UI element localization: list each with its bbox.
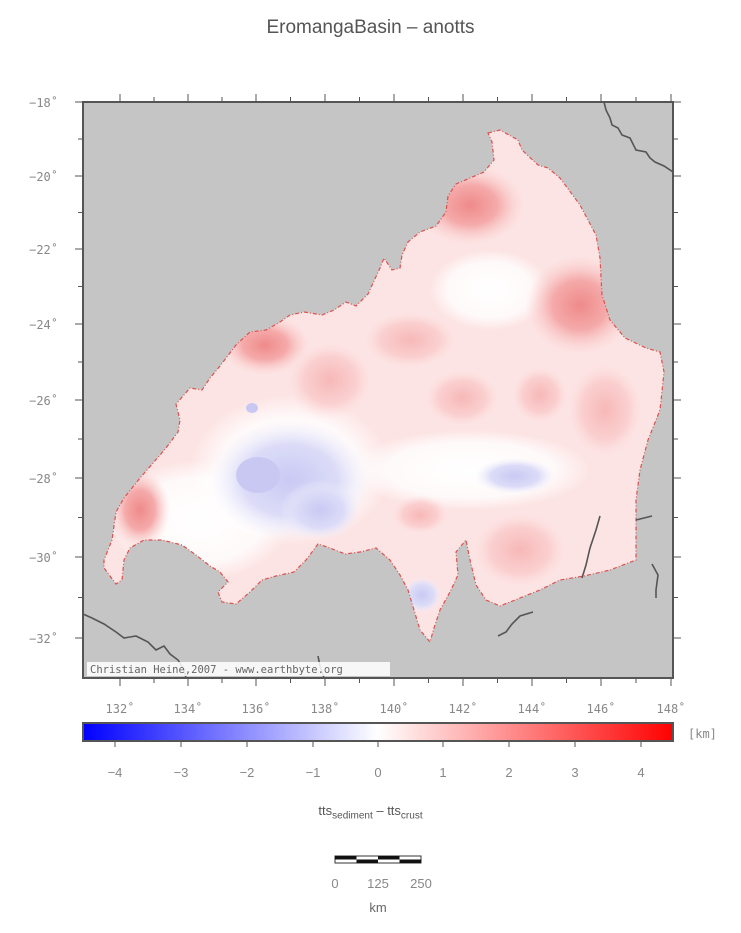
colorbar-label: 4 — [637, 765, 644, 780]
scale-label: 125 — [367, 876, 389, 891]
lat-label: −28˚ — [29, 471, 58, 486]
lat-label: −18˚ — [29, 95, 58, 110]
lon-label: 142˚ — [449, 701, 478, 716]
coastlines — [83, 102, 673, 678]
lon-label: 144˚ — [518, 701, 547, 716]
lat-label: −22˚ — [29, 242, 58, 257]
formula-term-b: tts — [387, 803, 401, 818]
frame-ticks — [75, 94, 681, 686]
scale-unit: km — [369, 900, 386, 915]
map-frame — [82, 101, 674, 679]
colorbar-label: −4 — [108, 765, 123, 780]
colorbar-label: 0 — [374, 765, 381, 780]
lat-label: −32˚ — [29, 631, 58, 646]
colorbar-unit: [km] — [688, 727, 717, 741]
colorbar-label: −3 — [174, 765, 189, 780]
latitude-labels: −18˚ −20˚ −22˚ −24˚ −26˚ −28˚ −30˚ −32˚ — [29, 95, 58, 646]
colorbar-label: 3 — [571, 765, 578, 780]
lon-label: 138˚ — [311, 701, 340, 716]
lon-label: 146˚ — [587, 701, 616, 716]
colorbar-label: 1 — [439, 765, 446, 780]
lat-label: −30˚ — [29, 550, 58, 565]
lat-label: −24˚ — [29, 317, 58, 332]
colorbar-ticks — [114, 741, 642, 747]
lon-label: 134˚ — [174, 701, 203, 716]
formula-sub-b: crust — [400, 810, 423, 822]
formula-sub-a: sediment — [332, 810, 373, 822]
formula-term-a: tts — [318, 803, 333, 818]
lon-label: 148˚ — [657, 701, 686, 716]
lon-label: 136˚ — [242, 701, 271, 716]
formula-operator: – — [372, 803, 388, 818]
map-title: EromangaBasin – anotts — [266, 17, 475, 38]
scale-bar-labels: 0 125 250 km — [331, 876, 431, 915]
longitude-labels: 132˚ 134˚ 136˚ 138˚ 140˚ 142˚ 144˚ 146˚ … — [106, 701, 686, 716]
lat-label: −26˚ — [29, 393, 58, 408]
colorbar-labels: −4 −3 −2 −1 0 1 2 3 4 — [108, 765, 645, 780]
colorbar-label: −1 — [306, 765, 321, 780]
colorbar-label: −2 — [240, 765, 255, 780]
colorbar-label: 2 — [505, 765, 512, 780]
credit-text: Christian Heine,2007 - www.earthbyte.org — [90, 664, 343, 676]
colorbar — [82, 722, 674, 742]
scale-label: 250 — [410, 876, 432, 891]
lon-label: 140˚ — [380, 701, 409, 716]
colorbar-formula: ttssediment – ttscrust — [0, 803, 741, 822]
lat-label: −20˚ — [29, 169, 58, 184]
scale-bar — [334, 855, 422, 864]
lon-label: 132˚ — [106, 701, 135, 716]
scale-label: 0 — [331, 876, 338, 891]
credit-background — [87, 662, 390, 676]
